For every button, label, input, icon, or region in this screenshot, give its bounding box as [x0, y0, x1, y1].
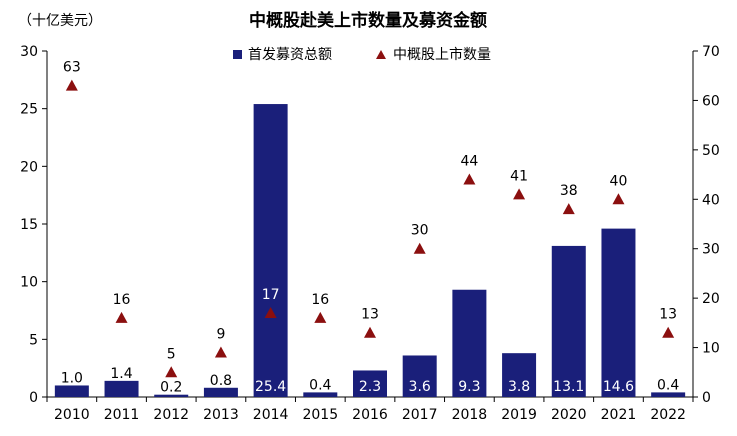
legend-bar-label: 首发募资总额 [248, 47, 332, 63]
triangle-point [463, 173, 476, 185]
y-left-tick-label: 0 [29, 390, 38, 406]
triangle-point [364, 326, 376, 338]
bar [203, 387, 238, 397]
bar [154, 394, 189, 397]
bar [104, 380, 139, 397]
triangle-point [413, 242, 426, 254]
triangle-point [115, 311, 128, 323]
bar [54, 385, 89, 397]
bar-value-label: 1.4 [110, 366, 132, 382]
y-right-tick-label: 10 [702, 341, 720, 357]
bar [402, 355, 437, 397]
y-axis-unit-label: （十亿美元） [18, 13, 102, 29]
bar [601, 228, 636, 397]
triangle-value-label: 17 [262, 287, 280, 303]
x-tick-label: 2016 [352, 407, 388, 423]
triangle-point [264, 306, 277, 318]
bar [452, 289, 487, 397]
triangle-point [214, 346, 227, 358]
y-right-tick-label: 30 [702, 242, 720, 258]
y-left-tick-label: 30 [20, 44, 38, 60]
bar-value-label: 25.4 [255, 379, 286, 395]
plot-area: 0 5 10 15 20 25 30 0 10 20 30 40 50 60 70 2010 2011 2012 2… [20, 44, 720, 423]
x-tick-label: 2020 [551, 407, 587, 423]
triangle-value-label: 41 [510, 168, 528, 184]
bar-value-label: 3.8 [508, 379, 530, 395]
x-tick-label: 2017 [402, 407, 438, 423]
triangle-value-label: 13 [361, 307, 379, 323]
triangle-point [165, 366, 178, 378]
bar-value-label: 13.1 [553, 379, 584, 395]
bar [353, 370, 387, 397]
triangle-value-label: 16 [113, 292, 131, 308]
triangle-value-label: 13 [659, 307, 677, 323]
triangle-point [314, 311, 327, 323]
triangle-value-label: 63 [63, 60, 81, 76]
y-right-tick-label: 60 [702, 93, 720, 109]
bar [303, 392, 338, 397]
chart-title: 中概股赴美上市数量及募资金额 [249, 10, 487, 31]
legend-bar-swatch [233, 50, 242, 59]
y-right-tick-label: 0 [702, 390, 711, 406]
triangle-value-label: 5 [167, 346, 176, 362]
bar [253, 104, 288, 397]
bar [551, 245, 586, 397]
y-right-tick-label: 20 [702, 291, 720, 307]
bar-value-label: 0.2 [160, 380, 182, 396]
triangle-value-label: 38 [560, 183, 578, 199]
triangle-point [662, 326, 675, 338]
y-left-tick-label: 25 [20, 102, 38, 118]
bar [651, 392, 686, 397]
y-right-tick-label: 70 [702, 44, 720, 60]
bar-value-label: 9.3 [458, 379, 480, 395]
y-right-tick-label: 40 [702, 192, 720, 208]
triangle-point [513, 188, 526, 200]
triangle-point [65, 79, 78, 91]
triangle-value-label: 30 [411, 223, 429, 239]
x-tick-label: 2011 [104, 407, 140, 423]
triangle-value-label: 9 [216, 327, 225, 343]
y-left-tick-label: 5 [29, 332, 38, 348]
x-tick-label: 2010 [54, 407, 90, 423]
bar-value-label: 0.4 [309, 377, 331, 393]
bar-value-label: 2.3 [359, 379, 381, 395]
x-tick-label: 2013 [203, 407, 239, 423]
x-tick-label: 2012 [153, 407, 189, 423]
bar [502, 353, 537, 397]
y-left-tick-label: 10 [20, 275, 38, 291]
legend-triangle-swatch [376, 50, 386, 59]
triangle-value-label: 44 [460, 154, 478, 170]
x-tick-label: 2019 [501, 407, 537, 423]
triangle-point [562, 203, 575, 215]
legend: 首发募资总额 中概股上市数量 [233, 46, 491, 63]
bar-value-label: 1.0 [61, 370, 83, 386]
triangle-point [612, 193, 625, 205]
bar-value-label: 0.8 [210, 373, 232, 389]
x-tick-label: 2021 [601, 407, 637, 423]
triangle-value-label: 16 [311, 292, 329, 308]
bar-value-label: 3.6 [409, 379, 431, 395]
x-tick-label: 2015 [302, 407, 338, 423]
x-tick-label: 2022 [650, 407, 686, 423]
y-left-tick-label: 15 [20, 217, 38, 233]
x-tick-label: 2014 [253, 407, 289, 423]
y-right-tick-label: 50 [702, 143, 720, 159]
bar-value-label: 0.4 [657, 377, 679, 393]
x-tick-label: 2018 [452, 407, 488, 423]
y-left-tick-label: 20 [20, 159, 38, 175]
legend-triangle-label: 中概股上市数量 [393, 46, 491, 63]
bar-value-label: 14.6 [603, 379, 634, 395]
triangle-value-label: 40 [610, 173, 628, 189]
